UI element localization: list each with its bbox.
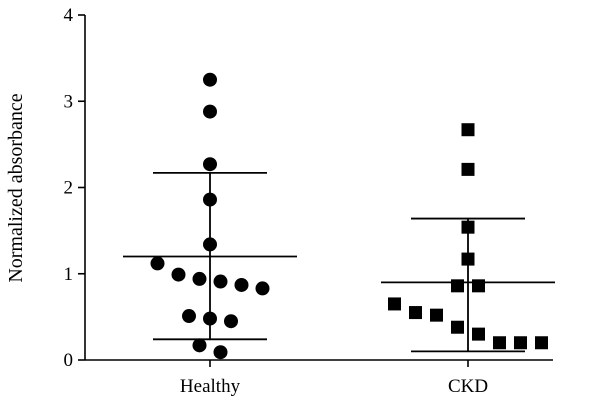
- healthy-point: [192, 338, 207, 353]
- x-tick-label-0: Healthy: [180, 376, 241, 397]
- healthy-point: [203, 104, 217, 119]
- ckd-point: [451, 279, 464, 293]
- y-tick-label-2: 2: [64, 178, 74, 199]
- healthy-point: [203, 192, 217, 207]
- y-tick-label-4: 4: [64, 5, 74, 26]
- ckd-point: [461, 123, 475, 137]
- healthy-point: [182, 309, 196, 324]
- ckd-point: [388, 297, 401, 311]
- healthy-point: [203, 72, 217, 87]
- ckd-point: [409, 306, 422, 320]
- healthy-point: [213, 345, 228, 360]
- summary-lines: [123, 171, 555, 353]
- y-axis-label: Normalized absorbance: [5, 93, 27, 282]
- ckd-point: [514, 336, 527, 350]
- healthy-point: [203, 157, 217, 172]
- healthy-point: [203, 237, 217, 252]
- y-ticks: 0 1 2 3 4: [64, 5, 85, 371]
- ckd-point: [430, 308, 443, 322]
- data-points: [150, 72, 548, 360]
- ckd-point: [535, 336, 548, 350]
- healthy-point: [203, 311, 217, 326]
- ckd-point: [461, 162, 475, 176]
- ckd-point: [461, 252, 475, 266]
- ckd-point: [472, 327, 485, 341]
- healthy-point: [224, 314, 238, 329]
- healthy-point: [150, 256, 165, 271]
- healthy-point: [171, 267, 186, 282]
- ckd-point: [461, 220, 475, 234]
- ckd-point: [472, 279, 485, 293]
- x-ticks: Healthy CKD: [180, 360, 488, 397]
- ckd-point: [493, 336, 506, 350]
- x-tick-label-1: CKD: [448, 376, 488, 397]
- y-tick-label-1: 1: [64, 264, 74, 285]
- ckd-point: [451, 320, 464, 334]
- y-tick-label-0: 0: [64, 350, 74, 371]
- healthy-point: [192, 271, 207, 286]
- healthy-point: [234, 277, 249, 292]
- healthy-point: [213, 274, 228, 289]
- y-tick-label-3: 3: [64, 91, 74, 112]
- healthy-point: [255, 281, 270, 296]
